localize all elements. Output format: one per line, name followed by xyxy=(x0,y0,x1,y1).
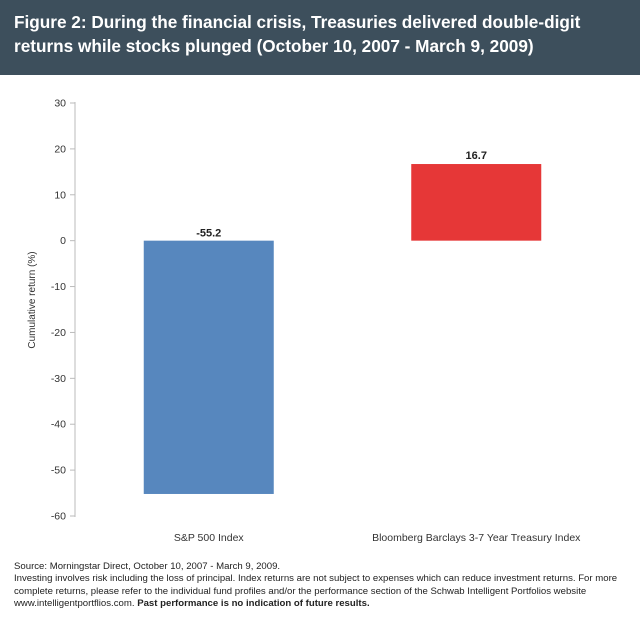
y-tick-label: -60 xyxy=(51,511,66,523)
y-tick-label: 0 xyxy=(60,235,66,247)
bars xyxy=(143,164,542,494)
bar-value-label: 16.7 xyxy=(466,150,487,162)
y-axis-label: Cumulative return (%) xyxy=(27,251,38,348)
y-tick-label: 30 xyxy=(54,98,66,110)
y-axis-ticks: 30 20 10 0 -10 -20 -30 -40 -50 -60 xyxy=(51,98,75,523)
disclaimer-note: Investing involves risk including the lo… xyxy=(14,573,630,610)
source-note: Source: Morningstar Direct, October 10, … xyxy=(14,561,281,572)
y-tick-label: -50 xyxy=(51,465,66,477)
figure-footer: Source: Morningstar Direct, October 10, … xyxy=(14,561,630,611)
value-labels: -55.2 16.7 xyxy=(196,150,487,240)
y-tick-label: -10 xyxy=(51,281,66,293)
past-performance-note: Past performance is no indication of fut… xyxy=(137,598,370,610)
bar-1 xyxy=(143,240,274,494)
figure-title: Figure 2: During the financial crisis, T… xyxy=(14,12,581,56)
disclaimer-text: Investing involves risk including the lo… xyxy=(14,573,618,610)
y-tick-label: 20 xyxy=(54,143,66,155)
bar-2 xyxy=(411,164,542,241)
x-category-label: S&P 500 Index xyxy=(174,532,245,544)
x-category-label: Bloomberg Barclays 3-7 Year Treasury Ind… xyxy=(372,532,581,544)
bar-value-label: -55.2 xyxy=(196,228,221,240)
y-tick-label: -40 xyxy=(51,419,66,431)
y-tick-label: 10 xyxy=(54,189,66,201)
y-tick-label: -30 xyxy=(51,373,66,385)
y-tick-label: -20 xyxy=(51,327,66,339)
bar-chart: Cumulative return (%) 30 20 10 0 -10 -20 -30 -4… xyxy=(27,98,581,545)
x-axis-labels: S&P 500 Index Bloomberg Barclays 3-7 Year… xyxy=(174,532,581,544)
figure-header: Figure 2: During the financial crisis, T… xyxy=(0,0,640,75)
